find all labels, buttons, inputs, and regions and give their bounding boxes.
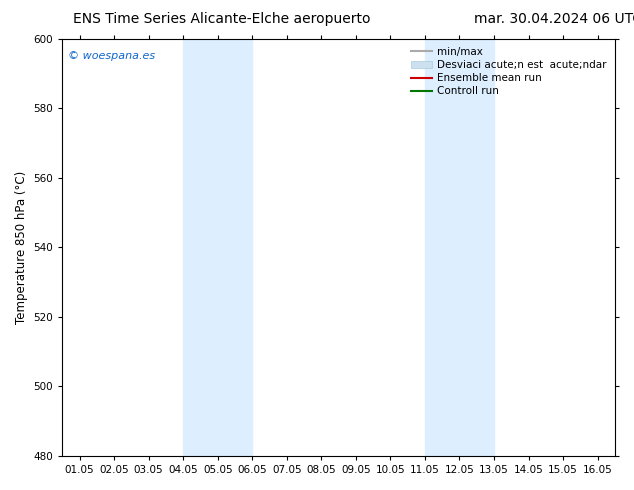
Bar [183, 39, 252, 456]
Text: ENS Time Series Alicante-Elche aeropuerto: ENS Time Series Alicante-Elche aeropuert… [73, 12, 371, 26]
Bar [425, 39, 494, 456]
Text: mar. 30.04.2024 06 UTC: mar. 30.04.2024 06 UTC [474, 12, 634, 26]
Legend: min/max, Desviaci acute;n est  acute;ndar, Ensemble mean run, Controll run: min/max, Desviaci acute;n est acute;ndar… [408, 44, 610, 99]
Text: © woespana.es: © woespana.es [68, 51, 155, 61]
Y-axis label: Temperature 850 hPa (°C): Temperature 850 hPa (°C) [15, 171, 28, 324]
